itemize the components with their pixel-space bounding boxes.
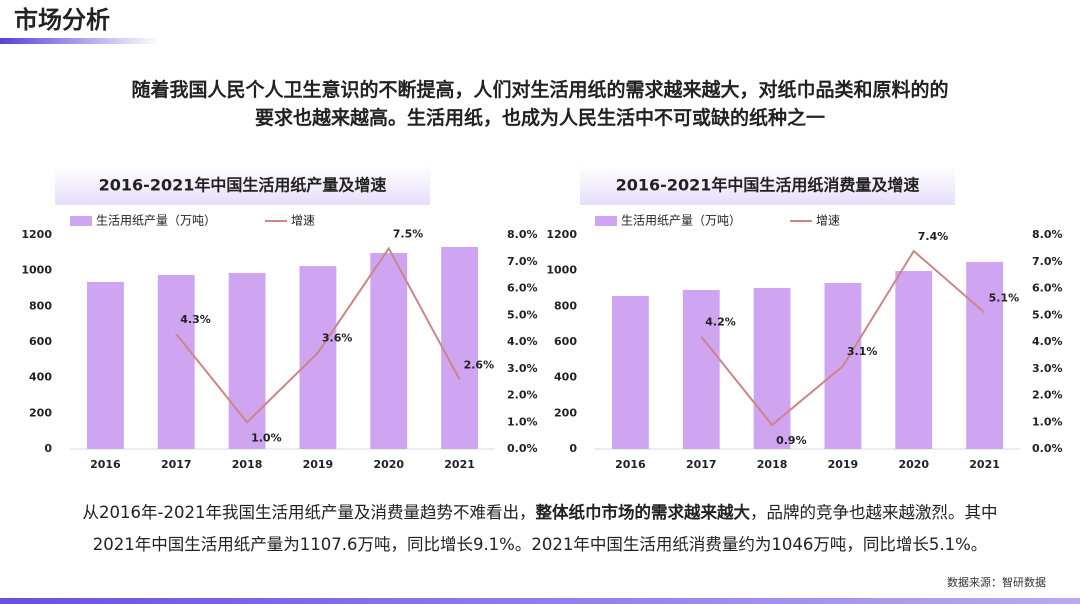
line [700,249,986,427]
y2-tick-label: 0.0% [1032,442,1063,455]
x-tick-label: 2021 [969,458,1000,471]
y2-tick-label: 5.0% [1032,308,1063,321]
data-label: 2.6% [464,358,495,371]
bar [895,271,933,449]
chart-title: 2016-2021年中国生活用纸产量及增速 [99,176,387,195]
y2-tick-label: 7.0% [1032,255,1063,268]
y-tick-label: 400 [554,371,577,384]
data-label: 7.5% [393,227,424,240]
bar [966,261,1003,449]
x-tick-label: 2016 [615,458,646,471]
y2-tick-label: 4.0% [507,335,538,348]
bar [441,246,478,449]
summary-text: 2021年中国生活用纸产量为1107.6万吨，同比增长9.1%。2021年中国生… [92,535,988,554]
y-tick-label: 600 [29,335,52,348]
chart-title-box [55,165,430,205]
bar [612,295,649,449]
bar [753,287,791,449]
x-tick-label: 2020 [373,458,404,471]
legend-swatch [595,216,617,226]
x-tick-label: 2021 [444,458,475,471]
y2-tick-label: 6.0% [1032,282,1063,295]
y-tick-label: 0 [44,442,52,455]
footer-bar [0,598,1080,604]
data-label: 7.4% [918,230,949,243]
data-label: 4.3% [180,313,211,326]
x-tick-label: 2018 [757,458,788,471]
y-tick-label: 200 [554,406,577,419]
bar [87,281,124,449]
chart-title-box [580,165,955,205]
x-tick-label: 2017 [686,458,717,471]
y2-tick-label: 4.0% [1032,335,1063,348]
bar [299,266,337,449]
y2-tick-label: 7.0% [507,255,538,268]
y2-tick-label: 2.0% [507,389,538,402]
y2-tick-label: 0.0% [507,442,538,455]
summary-text: ，品牌的竞争也越来越激烈。其中 [749,503,998,522]
line [175,246,461,424]
y-tick-label: 800 [29,299,52,312]
x-tick-label: 2019 [303,458,334,471]
y-tick-label: 1200 [21,228,52,241]
intro-line: 随着我国人民个人卫生意识的不断提高，人们对生活用纸的需求越来越大，对纸巾品类和原… [131,79,949,101]
legend-swatch [70,216,92,226]
y-tick-label: 800 [554,299,577,312]
summary: 从2016年-2021年我国生活用纸产量及消费量趋势不难看出，整体纸巾市场的需求… [0,497,1080,561]
data-label: 3.1% [847,345,878,358]
y2-tick-label: 8.0% [1032,228,1063,241]
intro-line: 要求也越来越高。生活用纸，也成为人民生活中不可或缺的纸种之一 [254,107,825,129]
y-tick-label: 600 [554,335,577,348]
summary-text: 从2016年-2021年我国生活用纸产量及消费量趋势不难看出， [82,503,536,522]
data-label: 4.2% [705,316,736,329]
chart-title: 2016-2021年中国生活用纸消费量及增速 [616,176,920,195]
intro: 随着我国人民个人卫生意识的不断提高，人们对生活用纸的需求越来越大，对纸巾品类和原… [0,76,1080,132]
source: 数据来源：智研数据 [947,576,1046,589]
header-underline [0,38,160,44]
y-tick-label: 200 [29,406,52,419]
y2-tick-label: 1.0% [507,415,538,428]
y2-tick-label: 5.0% [507,308,538,321]
y-tick-label: 1200 [546,228,577,241]
y-tick-label: 400 [29,371,52,384]
y2-tick-label: 2.0% [1032,389,1063,402]
page-title: 市场分析 [14,6,110,34]
legend-label: 生活用纸产量（万吨） [621,214,741,228]
data-label: 0.9% [776,434,807,447]
data-label: 1.0% [251,431,282,444]
x-tick-label: 2018 [232,458,263,471]
bar [157,274,195,449]
y2-tick-label: 3.0% [507,362,538,375]
bar [682,289,720,449]
legend-label: 增速 [291,214,315,228]
x-tick-label: 2016 [90,458,121,471]
data-label: 3.6% [322,332,353,345]
legend-label: 生活用纸产量（万吨） [96,214,216,228]
summary-bold: 整体纸巾市场的需求越来越大 [535,503,750,522]
y2-tick-label: 8.0% [507,228,538,241]
data-label: 5.1% [989,292,1020,305]
bar [370,253,408,449]
y2-tick-label: 3.0% [1032,362,1063,375]
x-tick-label: 2017 [161,458,192,471]
y2-tick-label: 6.0% [507,282,538,295]
y-tick-label: 0 [569,442,577,455]
x-tick-label: 2019 [828,458,859,471]
y-tick-label: 1000 [546,264,577,277]
bar [228,272,266,449]
y-tick-label: 1000 [21,264,52,277]
y2-tick-label: 1.0% [1032,415,1063,428]
legend-label: 增速 [816,214,840,228]
x-tick-label: 2020 [898,458,929,471]
